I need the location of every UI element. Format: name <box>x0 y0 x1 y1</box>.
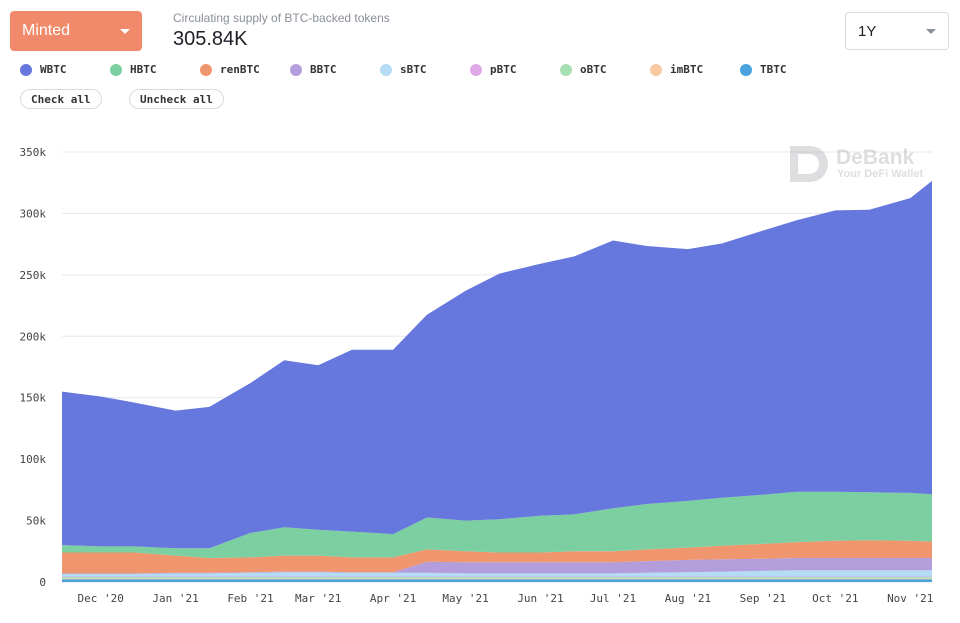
legend-label: pBTC <box>490 63 517 76</box>
x-tick-label: Aug '21 <box>665 592 711 605</box>
legend-item-renbtc[interactable]: renBTC <box>200 63 260 76</box>
legend-dot-icon <box>650 63 662 76</box>
x-tick-label: Jul '21 <box>590 592 636 605</box>
legend-dot-icon <box>380 63 392 76</box>
watermark-brand: DeBank <box>836 146 915 169</box>
legend-dot-icon <box>470 63 482 76</box>
x-tick-label: Jan '21 <box>152 592 198 605</box>
legend-dot-icon <box>20 63 32 76</box>
y-axis: 0 50k 100k 150k 200k 250k 300k 350k <box>20 146 47 589</box>
x-tick-label: Jun '21 <box>517 592 563 605</box>
legend-label: BBTC <box>310 63 337 76</box>
x-axis: Dec '20 Jan '21 Feb '21 Mar '21 Apr '21 May '… <box>77 592 933 605</box>
legend-item-tbtc[interactable]: TBTC <box>740 63 787 76</box>
legend-item-pbtc[interactable]: pBTC <box>470 63 517 76</box>
area-imbtc <box>62 578 932 580</box>
legend-label: HBTC <box>130 63 157 76</box>
legend-dot-icon <box>560 63 572 76</box>
area-sbtc <box>62 570 932 577</box>
uncheck-all-button[interactable]: Uncheck all <box>129 89 224 109</box>
area-hbtc <box>62 491 932 558</box>
check-all-button[interactable]: Check all <box>20 89 102 109</box>
x-tick-label: May '21 <box>442 592 488 605</box>
mode-dropdown-label: Minted <box>22 22 71 39</box>
legend-label: WBTC <box>40 63 67 76</box>
y-tick-label: 300k <box>20 207 47 220</box>
area-wbtc <box>62 180 932 549</box>
y-tick-label: 150k <box>20 392 47 405</box>
y-tick-label: 200k <box>20 330 47 343</box>
legend-item-obtc[interactable]: oBTC <box>560 63 607 76</box>
legend-label: oBTC <box>580 63 607 76</box>
area-renbtc <box>62 540 932 574</box>
legend-dot-icon <box>200 63 212 76</box>
y-tick-label: 250k <box>20 269 47 282</box>
period-dropdown[interactable]: 1Y <box>845 12 949 50</box>
supply-value: 305.84K <box>173 28 248 50</box>
chart-legend: WBTC HBTC renBTC BBTC sBTC pBTC oBTC imB… <box>20 63 940 79</box>
legend-dot-icon <box>110 63 122 76</box>
period-dropdown-label: 1Y <box>858 22 877 40</box>
area-bbtc <box>62 558 932 574</box>
chevron-down-icon <box>120 28 130 34</box>
legend-dot-icon <box>740 63 752 76</box>
legend-item-bbtc[interactable]: BBTC <box>290 63 337 76</box>
x-tick-label: Feb '21 <box>227 592 273 605</box>
y-tick-label: 50k <box>26 515 46 528</box>
x-tick-label: Apr '21 <box>370 592 416 605</box>
legend-label: TBTC <box>760 63 787 76</box>
legend-item-imbtc[interactable]: imBTC <box>650 63 703 76</box>
legend-item-sbtc[interactable]: sBTC <box>380 63 427 76</box>
legend-label: sBTC <box>400 63 427 76</box>
x-tick-label: Nov '21 <box>887 592 933 605</box>
legend-item-wbtc[interactable]: WBTC <box>20 63 67 76</box>
supply-label: Circulating supply of BTC-backed tokens <box>173 11 390 25</box>
chevron-down-icon <box>926 28 936 34</box>
watermark-tagline: Your DeFi Wallet <box>837 168 924 180</box>
y-tick-label: 350k <box>20 146 47 159</box>
legend-item-hbtc[interactable]: HBTC <box>110 63 157 76</box>
legend-dot-icon <box>290 63 302 76</box>
y-tick-label: 0 <box>39 576 46 589</box>
y-tick-label: 100k <box>20 453 47 466</box>
area-pbtc <box>62 576 932 578</box>
area-tbtc <box>62 579 932 582</box>
debank-logo-icon <box>790 146 828 182</box>
legend-label: renBTC <box>220 63 260 76</box>
x-tick-label: Mar '21 <box>295 592 341 605</box>
legend-label: imBTC <box>670 63 704 76</box>
x-tick-label: Oct '21 <box>812 592 858 605</box>
x-tick-label: Sep '21 <box>740 592 786 605</box>
debank-watermark: DeBank Your DeFi Wallet <box>790 146 924 182</box>
area-obtc <box>62 577 932 579</box>
mode-dropdown[interactable]: Minted <box>10 11 142 51</box>
chart-areas <box>62 180 932 582</box>
stacked-area-chart: DeBank Your DeFi Wallet 0 50k 100k 150k 200k… <box>20 146 933 605</box>
x-tick-label: Dec '20 <box>77 592 123 605</box>
